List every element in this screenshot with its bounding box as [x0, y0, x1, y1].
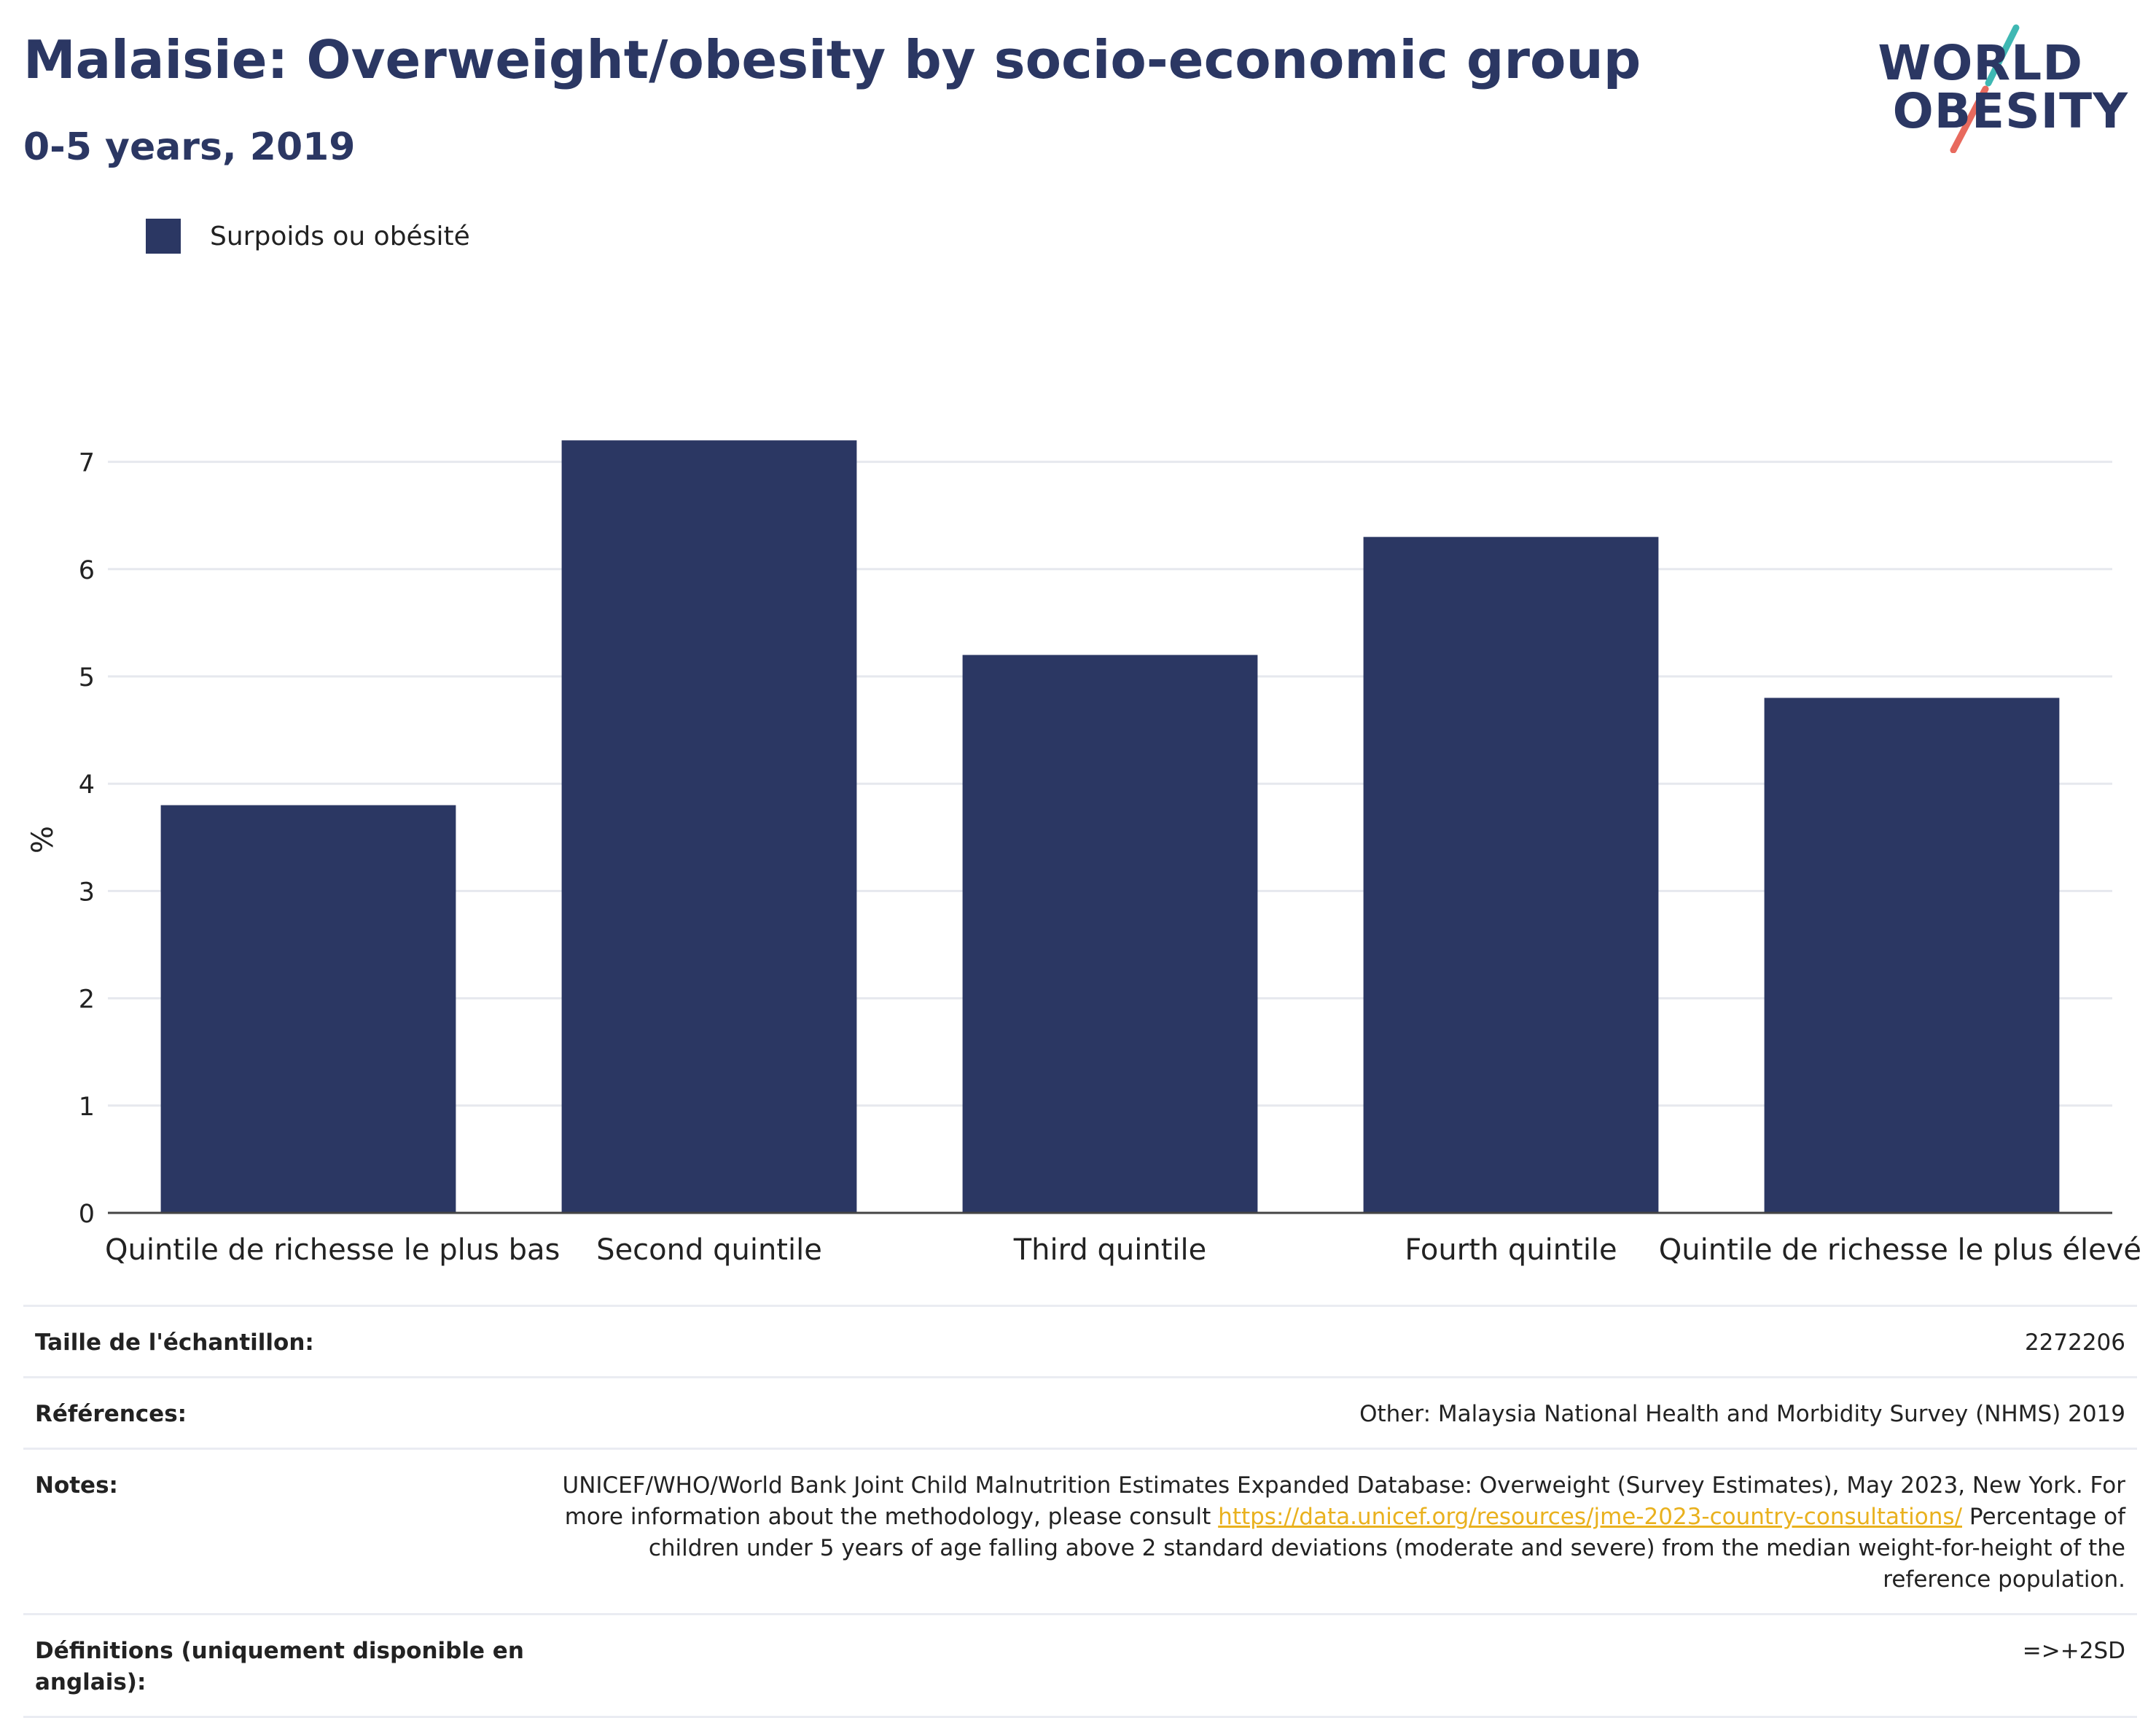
logo-slash-icon — [1950, 24, 2020, 153]
references-label: Références: — [23, 1376, 542, 1449]
notes-text-before: UNICEF/WHO/World Bank Joint Child Malnut… — [562, 1472, 2126, 1530]
notes-text-after: Percentage of children under 5 years of … — [648, 1504, 2125, 1593]
chart-subtitle: 0-5 years, 2019 — [23, 125, 356, 169]
bar — [962, 655, 1258, 1213]
x-category-label: Second quintile — [596, 1233, 822, 1267]
y-tick-label: 1 — [79, 1093, 95, 1122]
world-obesity-logo: WORLD OBESITY — [1878, 22, 2143, 153]
y-tick-label: 5 — [79, 663, 95, 692]
x-category-label: Fourth quintile — [1405, 1233, 1617, 1267]
x-category-label: Third quintile — [1013, 1233, 1206, 1267]
y-tick-label: 0 — [79, 1200, 95, 1229]
bars — [160, 440, 2060, 1214]
logo-text-obesity: OBESITY — [1892, 83, 2128, 139]
sample-size-value: 2272206 — [542, 1305, 2137, 1378]
definitions-label: Définitions (uniquement disponible en an… — [23, 1613, 542, 1718]
x-category-label: Quintile de richesse le plus bas — [105, 1233, 560, 1267]
x-category-label: Quintile de richesse le plus élevé — [1659, 1233, 2141, 1267]
y-axis-title: % — [26, 826, 60, 854]
y-tick-label: 2 — [79, 985, 95, 1015]
legend-swatch — [146, 219, 181, 254]
x-axis-labels: Quintile de richesse le plus bas Second q… — [105, 1233, 2141, 1267]
bar — [1764, 698, 2060, 1213]
sample-size-label: Taille de l'échantillon: — [23, 1305, 542, 1378]
y-tick-label: 7 — [79, 449, 95, 478]
y-axis-ticks: 0 1 2 3 4 5 6 7 — [79, 449, 95, 1229]
info-table: Taille de l'échantillon: 2272206 Référen… — [23, 1305, 2137, 1718]
bar — [561, 440, 857, 1214]
notes-value: UNICEF/WHO/World Bank Joint Child Malnut… — [542, 1448, 2137, 1614]
info-row-sample-size: Taille de l'échantillon: 2272206 — [23, 1305, 2137, 1378]
info-row-definitions: Définitions (uniquement disponible en an… — [23, 1613, 2137, 1718]
legend-label: Surpoids ou obésité — [210, 221, 470, 251]
y-tick-label: 4 — [79, 770, 95, 800]
definitions-value: =>+2SD — [542, 1613, 2137, 1718]
y-tick-label: 6 — [79, 556, 95, 585]
logo-text-world: WORLD — [1878, 35, 2083, 91]
bar — [1363, 536, 1659, 1213]
info-row-references: Références: Other: Malaysia National Hea… — [23, 1376, 2137, 1449]
info-row-notes: Notes: UNICEF/WHO/World Bank Joint Child… — [23, 1448, 2137, 1614]
notes-label: Notes: — [23, 1448, 542, 1614]
bar — [160, 805, 456, 1213]
methodology-link[interactable]: https://data.unicef.org/resources/jme-20… — [1218, 1504, 1963, 1530]
legend: Surpoids ou obésité — [146, 219, 470, 254]
chart-title: Malaisie: Overweight/obesity by socio-ec… — [23, 29, 1641, 90]
references-value: Other: Malaysia National Health and Morb… — [542, 1376, 2137, 1449]
y-tick-label: 3 — [79, 878, 95, 907]
bar-chart: 0 1 2 3 4 5 6 7 Quintile de richesse le plus ba… — [26, 440, 2141, 1267]
